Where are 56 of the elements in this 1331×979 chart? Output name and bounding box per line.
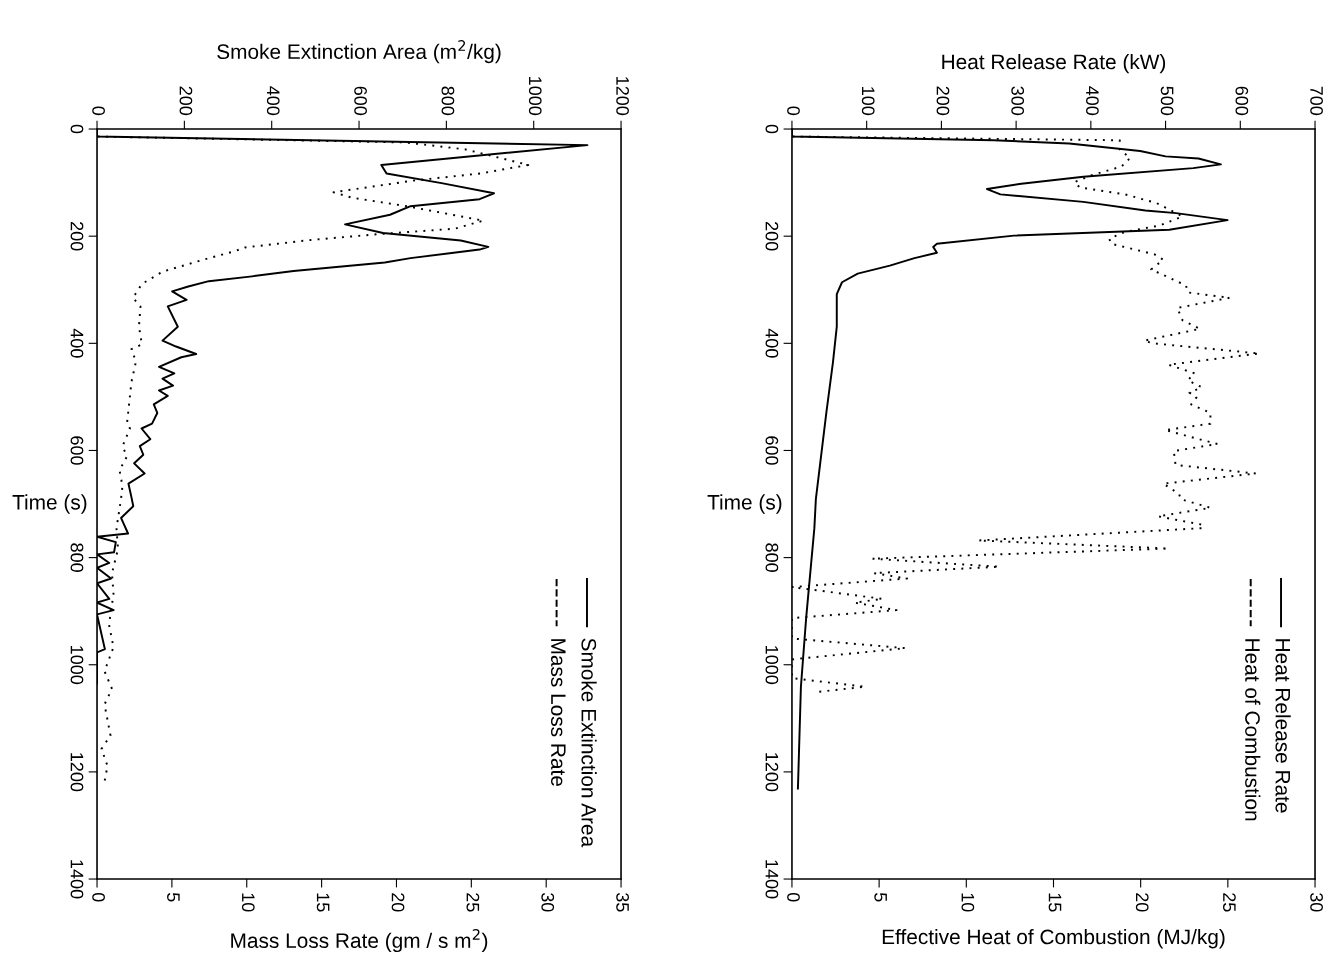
x-tick-label: 5 — [167, 892, 180, 902]
x-tick-label: 10 — [961, 893, 975, 912]
x-tick-label: 25 — [1223, 893, 1236, 912]
y-tick-label: 0 — [70, 124, 84, 134]
x2-tick-label: 600 — [1235, 86, 1249, 116]
y-tick-label: 1200 — [70, 753, 84, 792]
x2-tick-label: 500 — [1160, 86, 1174, 116]
y-tick-label: 800 — [765, 543, 779, 572]
y-tick-label: 0 — [765, 124, 779, 134]
x2-tick-label: 800 — [441, 86, 455, 116]
x2-tick-label: 0 — [787, 106, 800, 116]
x2-tick-label: 400 — [1086, 86, 1099, 116]
x-axis-title: Mass Loss Rate (gm / s m$^{2}$) — [231, 928, 488, 953]
y-axis-title: Time (s) — [707, 494, 782, 514]
x-tick-label: 5 — [874, 892, 887, 902]
x-tick-label: 15 — [316, 893, 330, 912]
x-tick-label: 0 — [92, 892, 105, 902]
x-tick-label: 35 — [616, 892, 629, 912]
x-tick-label: 20 — [1135, 893, 1149, 912]
x2-tick-label: 700 — [1310, 86, 1323, 116]
x-tick-label: 10 — [241, 893, 255, 912]
legend-label: Heat Release Rate — [1275, 639, 1291, 813]
x2-tick-label: 600 — [354, 86, 367, 116]
x2-tick-label: 400 — [266, 86, 280, 116]
x-tick-label: 20 — [391, 893, 405, 912]
x-axis-title: Effective Heat of Combustion (MJ/kg) — [882, 928, 1225, 949]
legend-label: Heat of Combustion — [1245, 639, 1261, 821]
x2-tick-label: 1200 — [616, 77, 629, 116]
x-tick-label: 30 — [541, 892, 555, 912]
x2-axis-title: Smoke Extinction Area (m$^{2}$/kg) — [217, 40, 501, 64]
x2-tick-label: 100 — [861, 87, 875, 116]
y-tick-label: 200 — [70, 222, 84, 251]
y-tick-label: 600 — [70, 436, 84, 465]
y-tick-label: 1000 — [765, 646, 779, 685]
x2-tick-label: 0 — [92, 106, 105, 116]
y-tick-label: 400 — [765, 328, 779, 358]
x2-tick-label: 1000 — [528, 77, 542, 116]
y-tick-label: 800 — [70, 543, 84, 572]
y-tick-label: 1400 — [765, 860, 779, 899]
x-tick-label: 15 — [1048, 893, 1062, 912]
x2-tick-label: 200 — [179, 86, 193, 116]
x2-axis-title: Heat Release Rate (kW) — [942, 53, 1166, 74]
y-tick-label: 400 — [70, 328, 84, 358]
y-tick-label: 600 — [765, 436, 779, 465]
y-axis-title: Time (s) — [12, 494, 87, 514]
legend-label: Mass Loss Rate — [551, 639, 566, 786]
x2-tick-label: 300 — [1011, 86, 1025, 116]
x-tick-label: 30 — [1310, 892, 1323, 912]
y-tick-label: 200 — [765, 222, 779, 251]
y-tick-label: 1000 — [70, 646, 84, 685]
x2-tick-label: 200 — [936, 86, 950, 116]
y-tick-label: 1400 — [70, 860, 84, 899]
y-tick-label: 1200 — [765, 753, 779, 792]
x-tick-label: 0 — [787, 892, 800, 902]
legend-label: Smoke Extinction Area — [581, 638, 597, 848]
x-tick-label: 25 — [466, 893, 480, 912]
